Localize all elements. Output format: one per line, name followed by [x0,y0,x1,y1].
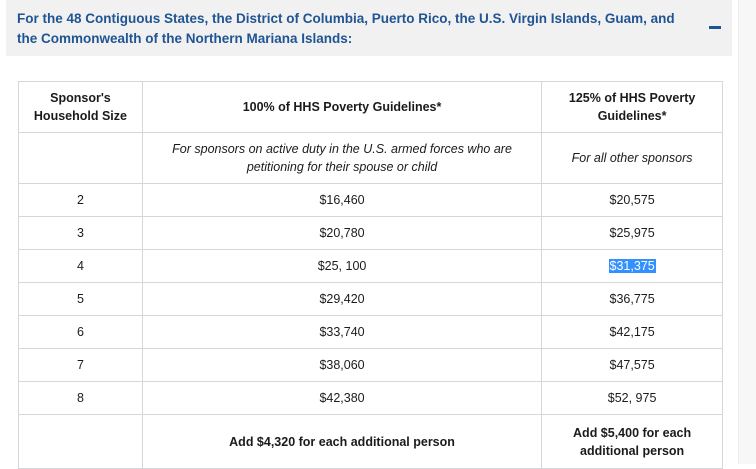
note-cell-other-sponsors: For all other sponsors [541,132,723,184]
scrollbar[interactable] [738,0,756,464]
header-125-percent: 125% of HHS Poverty Guidelines* [541,81,723,133]
table-header-row: Sponsor's Household Size 100% of HHS Pov… [18,81,723,133]
table-note-row: For sponsors on active duty in the U.S. … [18,132,723,184]
table-row: 4 $25, 100 $31,375 [18,249,723,283]
household-size-cell: 7 [18,348,143,382]
table-row: 2 $16,460 $20,575 [18,183,723,217]
household-size-cell: 6 [18,315,143,349]
header-household-size: Sponsor's Household Size [18,81,143,133]
table-row: 7 $38,060 $47,575 [18,348,723,382]
table-row: 6 $33,740 $42,175 [18,315,723,349]
note-cell-size [18,132,143,184]
income-100-cell: $33,740 [141,315,543,349]
household-size-cell: 8 [18,381,143,415]
note-cell-active-duty: For sponsors on active duty in the U.S. … [141,132,543,184]
income-100-cell: $16,460 [141,183,543,217]
accordion-title[interactable]: For the 48 Contiguous States, the Distri… [17,11,675,46]
accordion-header[interactable]: For the 48 Contiguous States, the Distri… [6,0,732,56]
footer-cell-100-additional: Add $4,320 for each additional person [141,414,543,469]
income-100-cell: $38,060 [141,348,543,382]
income-125-cell: $42,175 [541,315,723,349]
income-100-cell: $20,780 [141,216,543,250]
footer-cell-125-additional: Add $5,400 for each additional person [541,414,723,469]
income-125-cell: $36,775 [541,282,723,316]
household-size-cell: 5 [18,282,143,316]
income-125-cell: $31,375 [541,249,723,283]
table-row: 3 $20,780 $25,975 [18,216,723,250]
income-125-cell: $47,575 [541,348,723,382]
income-100-cell: $25, 100 [141,249,543,283]
income-125-cell: $25,975 [541,216,723,250]
minus-icon[interactable] [709,26,721,29]
income-100-cell: $42,380 [141,381,543,415]
table-footer-row: Add $4,320 for each additional person Ad… [18,414,723,469]
income-100-cell: $29,420 [141,282,543,316]
table-row: 8 $42,380 $52, 975 [18,381,723,415]
household-size-cell: 3 [18,216,143,250]
table-row: 5 $29,420 $36,775 [18,282,723,316]
household-size-cell: 2 [18,183,143,217]
footer-cell-empty [18,414,143,469]
income-125-cell: $20,575 [541,183,723,217]
poverty-guidelines-table: Sponsor's Household Size 100% of HHS Pov… [18,81,723,469]
income-125-cell: $52, 975 [541,381,723,415]
household-size-cell: 4 [18,249,143,283]
header-100-percent: 100% of HHS Poverty Guidelines* [141,81,543,133]
selected-text[interactable]: $31,375 [608,259,656,273]
